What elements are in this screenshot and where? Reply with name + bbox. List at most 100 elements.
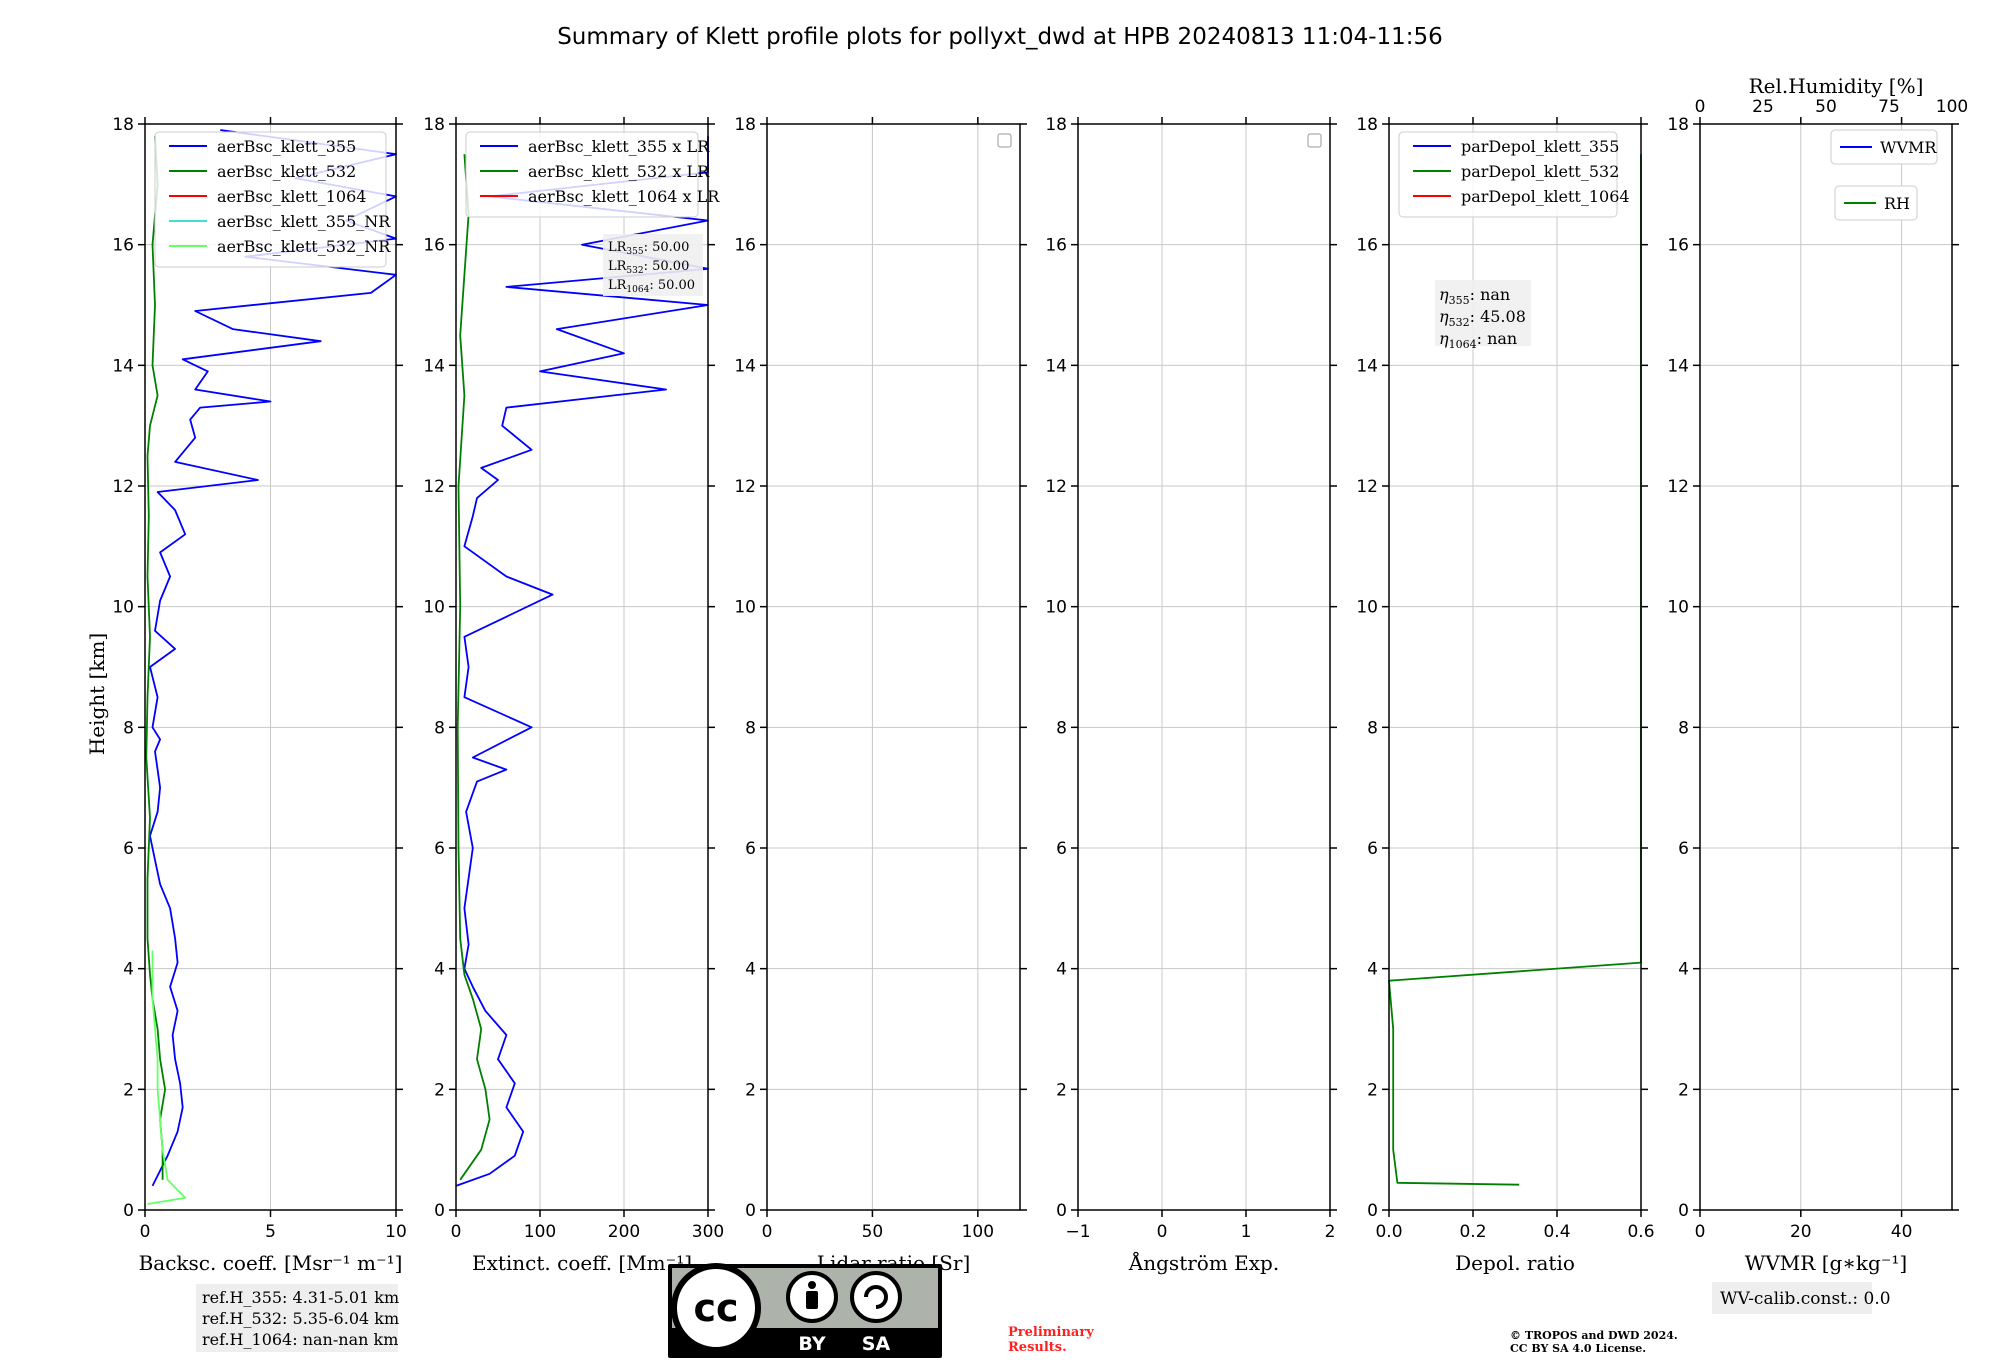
y-tick-label: 16 [1667, 236, 1689, 256]
legend-label: parDepol_klett_355 [1461, 137, 1619, 156]
x-axis-label: Ångström Exp. [1128, 1250, 1279, 1275]
y-tick-label: 14 [734, 356, 756, 376]
ref-height-text: ref.H_1064: nan-nan km [202, 1330, 398, 1349]
cc-by-sa-logo: cc BY SA [668, 1263, 942, 1358]
legend-box [1398, 131, 1618, 218]
by-head [808, 1281, 816, 1289]
legend-label: parDepol_klett_1064 [1461, 187, 1630, 206]
series-line [456, 154, 491, 1181]
y-tick-label: 6 [434, 839, 445, 859]
preliminary-text: Results. [1008, 1340, 1067, 1355]
empty-legend-box [997, 133, 1012, 148]
y-tick-label: 4 [1678, 960, 1689, 980]
sa-icon [850, 1271, 902, 1323]
x-tick-label: 20 [1790, 1222, 1812, 1242]
axes-frame [1699, 123, 1953, 1211]
by-body [806, 1291, 818, 1309]
y-tick-label: 16 [112, 236, 134, 256]
series-line [145, 136, 166, 1180]
panel-5: 0 2 4 6 8 10 12 14 16 18 0.0 0.2 0.4 0.6 Depol. ratio p… [1356, 115, 1654, 1275]
x-tick-label: 5 [265, 1222, 276, 1242]
y-tick-label: 6 [1678, 839, 1689, 859]
x-axis-label: WVMR [g∗kg⁻¹] [1745, 1251, 1907, 1275]
x-tick-label: 0 [1157, 1222, 1168, 1242]
y-tick-label: 12 [112, 477, 134, 497]
legend-box [154, 131, 387, 268]
x-tick-label: 300 [692, 1222, 724, 1242]
y-tick-label: 10 [112, 598, 134, 618]
y-tick-label: 0 [434, 1201, 445, 1221]
ref-height-text: ref.H_355: 4.31-5.01 km [202, 1288, 399, 1307]
y-tick-label: 4 [1056, 960, 1067, 980]
y-tick-label: 0 [1367, 1201, 1378, 1221]
x-tick-label: 0.0 [1375, 1222, 1402, 1242]
y-tick-label: 10 [1045, 598, 1067, 618]
y-tick-label: 18 [1045, 115, 1067, 135]
axes-frame [1077, 123, 1331, 1211]
axes-frame [455, 123, 709, 1211]
sa-arrow [864, 1285, 888, 1309]
y-tick-label: 16 [423, 236, 445, 256]
x-axis-label: Extinct. coeff. [Mm⁻¹] [472, 1251, 692, 1275]
figure-title: Summary of Klett profile plots for polly… [557, 24, 1443, 50]
x-tick-label: 50 [862, 1222, 884, 1242]
y-tick-label: 14 [1045, 356, 1067, 376]
x-tick-label: 1 [1241, 1222, 1252, 1242]
legend-label: aerBsc_klett_355 x LR [528, 137, 710, 156]
y-tick-label: 16 [734, 236, 756, 256]
y-tick-label: 6 [1367, 839, 1378, 859]
y-tick-label: 4 [745, 960, 756, 980]
top-tick-label: 0 [1695, 97, 1706, 117]
ref-height-text: ref.H_532: 5.35-6.04 km [202, 1309, 399, 1328]
eta-text: η532: 45.08 [1439, 307, 1526, 329]
sa-label: SA [862, 1333, 891, 1355]
legend-label: aerBsc_klett_532 x LR [528, 162, 710, 181]
copyright-text: © TROPOS and DWD 2024. [1510, 1329, 1678, 1342]
y-tick-label: 10 [1667, 598, 1689, 618]
y-tick-label: 18 [1667, 115, 1689, 135]
legend-label: aerBsc_klett_532_NR [217, 237, 391, 256]
cc-text: cc [693, 1286, 738, 1330]
y-tick-label: 2 [1678, 1080, 1689, 1100]
y-tick-label: 14 [1356, 356, 1378, 376]
legend-label: aerBsc_klett_1064 x LR [528, 187, 720, 206]
y-tick-label: 2 [745, 1080, 756, 1100]
wv-calib-note: WV-calib.const.: 0.0 [1720, 1289, 1891, 1309]
legend-label: aerBsc_klett_355 [217, 137, 356, 156]
axes-frame [766, 123, 1021, 1211]
lr-box [603, 234, 703, 296]
y-tick-label: 16 [1356, 236, 1378, 256]
series-line [455, 136, 709, 1187]
lr-text: LR355: 50.00 [608, 240, 689, 257]
top-tick-label: 75 [1878, 97, 1900, 117]
y-tick-label: 12 [1667, 477, 1689, 497]
y-tick-label: 12 [1045, 477, 1067, 497]
x-tick-label: 0 [1695, 1222, 1706, 1242]
axes-frame [144, 123, 397, 1211]
top-tick-label: 50 [1815, 97, 1837, 117]
legend-box [465, 131, 699, 218]
x-tick-label: 2 [1325, 1222, 1336, 1242]
preliminary-text: Preliminary [1008, 1325, 1094, 1340]
eta-box [1435, 280, 1531, 346]
ref-height-box [196, 1284, 398, 1352]
y-tick-label: 10 [423, 598, 445, 618]
y-tick-label: 8 [1678, 718, 1689, 738]
panel-6: 0 2 4 6 8 10 12 14 16 18 0 20 40 WVMR [g∗kg⁻¹] 0 25 50 75… [1667, 74, 1968, 1275]
eta-text: η355: nan [1439, 285, 1510, 307]
y-tick-label: 8 [434, 718, 445, 738]
y-tick-label: 18 [734, 115, 756, 135]
y-tick-label: 8 [745, 718, 756, 738]
y-tick-label: 18 [423, 115, 445, 135]
x-tick-label: 0 [762, 1222, 773, 1242]
y-axis-label: Height [km] [85, 633, 109, 755]
y-tick-label: 6 [123, 839, 134, 859]
y-tick-label: 0 [123, 1201, 134, 1221]
x-tick-label: −1 [1065, 1222, 1090, 1242]
x-tick-label: 10 [385, 1222, 407, 1242]
x-tick-label: 100 [524, 1222, 556, 1242]
y-tick-label: 6 [1056, 839, 1067, 859]
legend-label: aerBsc_klett_1064 [217, 187, 366, 206]
x-tick-label: 0 [451, 1222, 462, 1242]
